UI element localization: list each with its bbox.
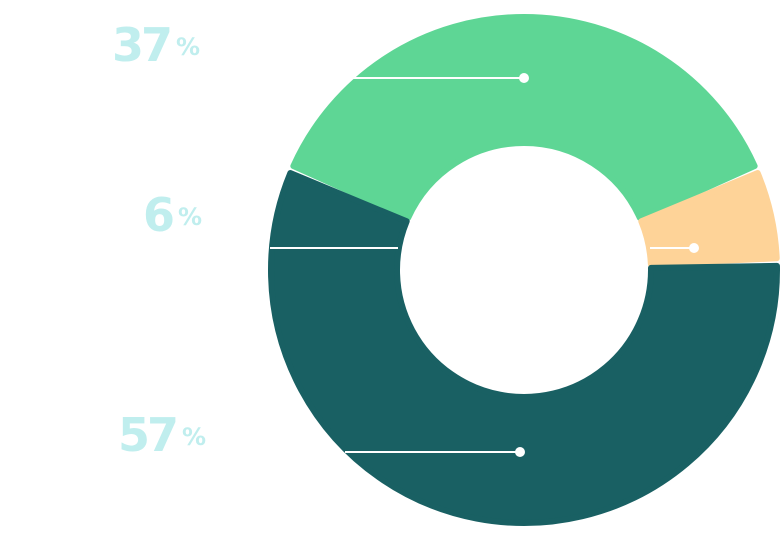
donut-segment bbox=[290, 14, 758, 221]
leader-dot bbox=[689, 243, 699, 253]
labels: 37 % 6 % 57% bbox=[112, 18, 206, 462]
donut bbox=[268, 14, 780, 526]
donut-segment bbox=[268, 170, 780, 526]
value-label: 37% bbox=[112, 18, 200, 72]
value-label: 6% bbox=[143, 188, 202, 242]
donut-segment bbox=[638, 170, 780, 268]
leader-lines bbox=[270, 73, 699, 457]
value-label: 57% bbox=[118, 408, 206, 462]
leader-dot bbox=[519, 73, 529, 83]
leader-dot bbox=[515, 447, 525, 457]
